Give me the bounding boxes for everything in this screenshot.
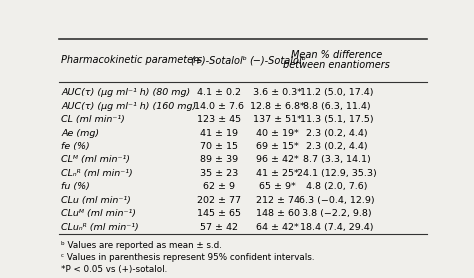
Text: fu (%): fu (%) bbox=[61, 182, 90, 192]
Text: 11.2 (5.0, 17.4): 11.2 (5.0, 17.4) bbox=[300, 88, 374, 97]
Text: 8.7 (3.3, 14.1): 8.7 (3.3, 14.1) bbox=[303, 155, 371, 165]
Text: ᶜ Values in parenthesis represent 95% confident intervals.: ᶜ Values in parenthesis represent 95% co… bbox=[61, 253, 315, 262]
Text: 14.0 ± 7.6: 14.0 ± 7.6 bbox=[194, 101, 244, 111]
Text: 3.6 ± 0.3*: 3.6 ± 0.3* bbox=[253, 88, 302, 97]
Text: 12.8 ± 6.8*: 12.8 ± 6.8* bbox=[250, 101, 305, 111]
Text: Ae (mg): Ae (mg) bbox=[61, 128, 99, 138]
Text: 212 ± 74: 212 ± 74 bbox=[256, 196, 300, 205]
Text: 6.3 (−0.4, 12.9): 6.3 (−0.4, 12.9) bbox=[299, 196, 374, 205]
Text: 69 ± 15*: 69 ± 15* bbox=[256, 142, 299, 151]
Text: 8.8 (6.3, 11.4): 8.8 (6.3, 11.4) bbox=[303, 101, 370, 111]
Text: 145 ± 65: 145 ± 65 bbox=[197, 209, 241, 219]
Text: 41 ± 19: 41 ± 19 bbox=[200, 128, 238, 138]
Text: CLᴹ (ml min⁻¹): CLᴹ (ml min⁻¹) bbox=[61, 155, 130, 165]
Text: 89 ± 39: 89 ± 39 bbox=[200, 155, 238, 165]
Text: AUC(τ) (μg ml⁻¹ h) (80 mg): AUC(τ) (μg ml⁻¹ h) (80 mg) bbox=[61, 88, 191, 97]
Text: 123 ± 45: 123 ± 45 bbox=[197, 115, 241, 124]
Text: CL (ml min⁻¹): CL (ml min⁻¹) bbox=[61, 115, 125, 124]
Text: ᵇ Values are reported as mean ± s.d.: ᵇ Values are reported as mean ± s.d. bbox=[61, 241, 222, 250]
Text: Pharmacokinetic parameters: Pharmacokinetic parameters bbox=[61, 55, 202, 65]
Text: 41 ± 25*: 41 ± 25* bbox=[256, 169, 299, 178]
Text: CLₙᴿ (ml min⁻¹): CLₙᴿ (ml min⁻¹) bbox=[61, 169, 133, 178]
Text: CLuᴹ (ml min⁻¹): CLuᴹ (ml min⁻¹) bbox=[61, 209, 136, 219]
Text: CLuₙᴿ (ml min⁻¹): CLuₙᴿ (ml min⁻¹) bbox=[61, 223, 139, 232]
Text: 2.3 (0.2, 4.4): 2.3 (0.2, 4.4) bbox=[306, 142, 367, 151]
Text: 62 ± 9: 62 ± 9 bbox=[203, 182, 235, 192]
Text: 65 ± 9*: 65 ± 9* bbox=[259, 182, 296, 192]
Text: 4.1 ± 0.2: 4.1 ± 0.2 bbox=[197, 88, 241, 97]
Text: 3.8 (−2.2, 9.8): 3.8 (−2.2, 9.8) bbox=[302, 209, 372, 219]
Text: (−)-Sotalolᵇ: (−)-Sotalolᵇ bbox=[249, 55, 306, 65]
Text: 70 ± 15: 70 ± 15 bbox=[200, 142, 238, 151]
Text: 40 ± 19*: 40 ± 19* bbox=[256, 128, 299, 138]
Text: fe (%): fe (%) bbox=[61, 142, 90, 151]
Text: 137 ± 51*: 137 ± 51* bbox=[254, 115, 302, 124]
Text: CLu (ml min⁻¹): CLu (ml min⁻¹) bbox=[61, 196, 131, 205]
Text: 4.8 (2.0, 7.6): 4.8 (2.0, 7.6) bbox=[306, 182, 367, 192]
Text: 64 ± 42*: 64 ± 42* bbox=[256, 223, 299, 232]
Text: between enantiomers: between enantiomers bbox=[283, 60, 390, 70]
Text: 96 ± 42*: 96 ± 42* bbox=[256, 155, 299, 165]
Text: 18.4 (7.4, 29.4): 18.4 (7.4, 29.4) bbox=[300, 223, 374, 232]
Text: 148 ± 60: 148 ± 60 bbox=[256, 209, 300, 219]
Text: 24.1 (12.9, 35.3): 24.1 (12.9, 35.3) bbox=[297, 169, 376, 178]
Text: 202 ± 77: 202 ± 77 bbox=[197, 196, 241, 205]
Text: 57 ± 42: 57 ± 42 bbox=[200, 223, 238, 232]
Text: AUC(τ) (μg ml⁻¹ h) (160 mg): AUC(τ) (μg ml⁻¹ h) (160 mg) bbox=[61, 101, 196, 111]
Text: (+)-Sotalolᵇ: (+)-Sotalolᵇ bbox=[191, 55, 247, 65]
Text: Mean % difference: Mean % difference bbox=[291, 50, 382, 60]
Text: 11.3 (5.1, 17.5): 11.3 (5.1, 17.5) bbox=[300, 115, 374, 124]
Text: *P < 0.05 vs (+)-sotalol.: *P < 0.05 vs (+)-sotalol. bbox=[61, 265, 167, 274]
Text: 35 ± 23: 35 ± 23 bbox=[200, 169, 238, 178]
Text: 2.3 (0.2, 4.4): 2.3 (0.2, 4.4) bbox=[306, 128, 367, 138]
